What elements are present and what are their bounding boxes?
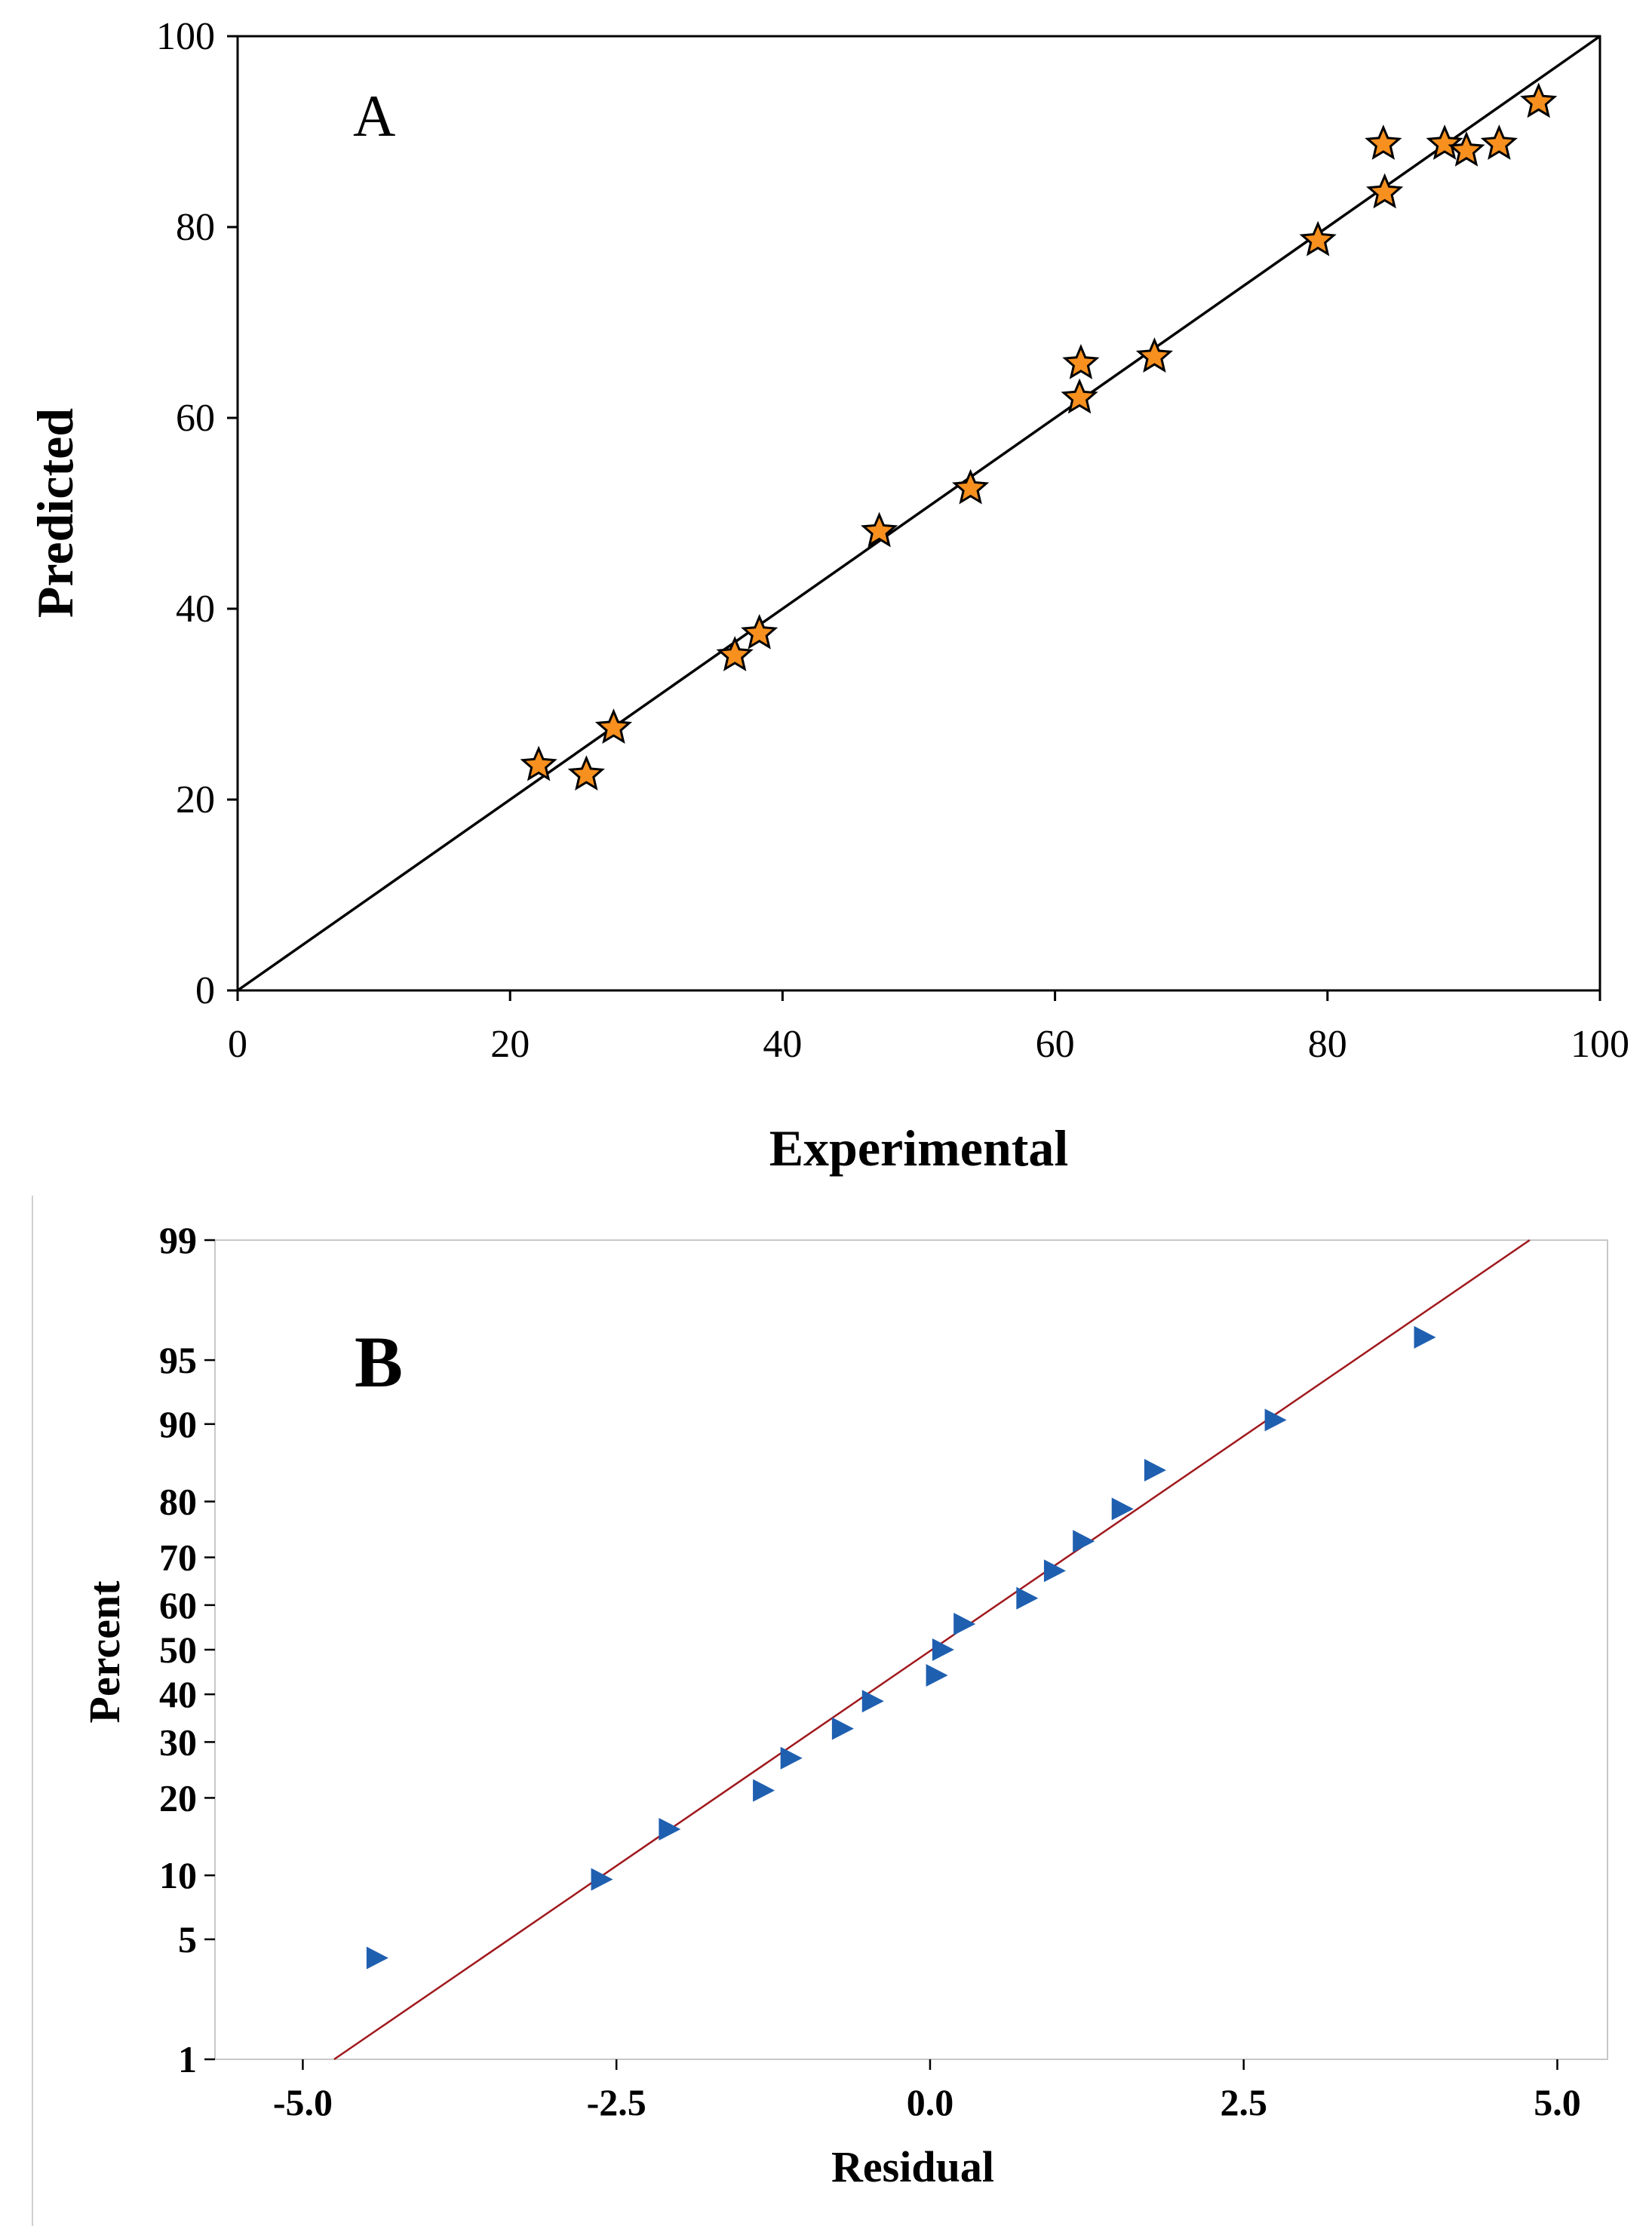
panel-a-data-point [1062,344,1100,379]
panel-a-y-tick-label: 60 [176,397,215,440]
panel-a-fit-line [236,35,1601,992]
panel-a-x-tick-label: 0 [228,1023,247,1066]
panel-a-data-point [520,745,557,781]
panel-a-y-tick-label: 100 [156,15,215,58]
panel-a-data-point [1520,82,1558,118]
panel-a-y-tick-label: 20 [176,778,215,821]
panel-b-data-point [591,1868,613,1891]
panel-b-data-point [953,1612,976,1635]
panel-b-x-tick-label: 5.0 [1534,2081,1581,2123]
panel-b-y-tick-label: 90 [159,1403,197,1445]
panel-b-data-point [831,1717,854,1740]
panel-a-data-point [1426,124,1463,160]
panel-b-y-tick-label: 5 [178,1918,197,1960]
panel-b-y-tick-label: 70 [159,1537,197,1579]
panel-a-data-point [861,511,898,548]
panel-a-label: A [353,83,395,149]
panel-a-x-axis-title: Experimental [769,1119,1069,1177]
panel-b-x-tick-label: -2.5 [587,2081,646,2123]
panel-b-points [366,1325,1436,1970]
panel-a-x-ticks: 0 20 40 60 80 100 [228,990,1629,1066]
panel-a-data-point [1299,220,1337,256]
panel-b-x-ticks: -5.0 -2.5 0.0 2.5 5.0 [273,2059,1581,2123]
panel-a-x-tick-label: 60 [1036,1023,1075,1066]
panel-a-x-tick-label: 100 [1571,1023,1629,1066]
panel-b-data-point [659,1817,681,1841]
panel-a-data-point [1135,337,1174,373]
panel-a-y-tick-label: 40 [176,588,215,631]
panel-a-data-point [716,636,754,671]
panel-b-y-tick-label: 80 [159,1481,197,1523]
panel-b-data-point [753,1779,775,1802]
panel-b-label: B [355,1322,403,1402]
panel-b-data-point [1111,1497,1134,1521]
panel-b-x-axis-title: Residual [831,2142,994,2191]
panel-a-x-tick-label: 20 [490,1023,530,1066]
panel-a-points [520,82,1558,791]
panel-a-data-point [1366,173,1404,209]
panel-a-y-ticks: 0 20 40 60 80 100 [156,15,238,1012]
panel-a-x-tick-label: 40 [763,1023,802,1066]
panel-b-data-point [1043,1559,1066,1583]
panel-b-data-point [780,1746,803,1770]
panel-b-data-point [366,1946,388,1970]
panel-a-y-axis-title: Predicted [26,408,84,618]
panel-a-data-point [1365,124,1402,160]
panel-b-fit-line [333,1239,1531,2061]
panel-b-y-tick-label: 99 [159,1219,197,1261]
panel-b-x-tick-label: 0.0 [907,2081,954,2123]
panel-a-y-tick-label: 0 [195,969,215,1012]
panel-b-data-point [1144,1459,1166,1482]
panel-b-y-tick-label: 1 [178,2038,197,2080]
panel-b-data-point [926,1664,948,1687]
panel-b-y-tick-label: 95 [159,1339,197,1381]
panel-a-data-point [1061,378,1098,414]
panel-b-data-point [861,1690,884,1713]
panel-a-data-point [741,614,778,649]
panel-a-x-tick-label: 80 [1308,1023,1347,1066]
panel-b-y-tick-label: 40 [159,1673,197,1715]
panel-b-data-point [1264,1408,1287,1432]
panel-b-y-tick-label: 30 [159,1721,197,1763]
panel-b-data-point [932,1638,954,1661]
panel-a-data-point [1448,130,1485,167]
panel-b-data-point [1016,1586,1039,1610]
panel-b-y-tick-label: 50 [159,1629,197,1671]
panel-a-plot-frame [236,35,1601,992]
panel-a-data-point [952,468,990,505]
panel-b-y-tick-label: 10 [159,1854,197,1896]
panel-b-plot-frame [214,1239,1608,2060]
panel-b-y-axis-title: Percent [80,1580,129,1724]
panel-a-data-point [1480,124,1518,160]
panel-b-x-tick-label: -5.0 [273,2081,333,2123]
panel-a: 0 20 40 60 80 100 0 20 40 60 80 100 A Experimental… [26,15,1629,1177]
panel-a-data-point [594,708,633,745]
panel-b-data-point [1073,1530,1095,1553]
panel-a-data-point [567,755,605,791]
panel-b-y-tick-label: 60 [159,1584,197,1626]
panel-b-y-tick-label: 20 [159,1776,197,1819]
panel-a-y-tick-label: 80 [176,206,215,249]
panel-b-x-tick-label: 2.5 [1220,2081,1267,2123]
panel-b-data-point [1414,1325,1436,1349]
